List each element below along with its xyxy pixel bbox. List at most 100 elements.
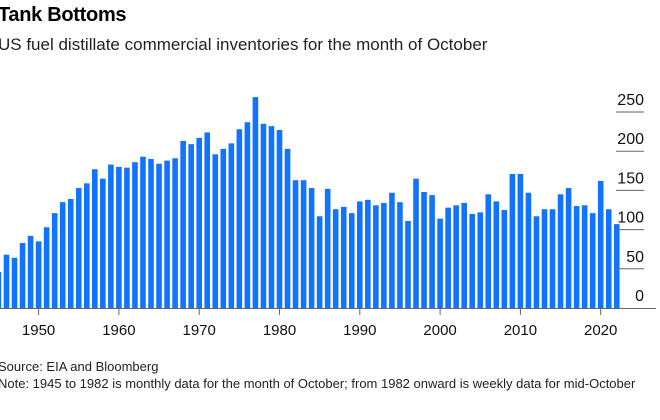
- bar-2016: [565, 188, 572, 308]
- bar-1946: [3, 254, 10, 308]
- bar-1981: [284, 148, 291, 308]
- x-tick-label-1960: 1960: [102, 322, 135, 339]
- bar-1972: [212, 154, 219, 308]
- bar-1971: [204, 132, 211, 308]
- bar-1988: [340, 206, 347, 308]
- x-tick-label-2010: 2010: [504, 322, 537, 339]
- bar-1975: [236, 129, 243, 308]
- bar-2022: [613, 224, 620, 308]
- bar-1992: [373, 205, 379, 308]
- chart-subtitle: US fuel distillate commercial inventorie…: [0, 35, 488, 54]
- bar-2006: [485, 194, 492, 308]
- bar-2001: [445, 207, 451, 308]
- bar-1998: [421, 191, 427, 308]
- bar-2010: [517, 173, 524, 308]
- bar-1948: [19, 242, 26, 308]
- x-tick-label-2020: 2020: [584, 322, 617, 339]
- bar-1985: [316, 216, 323, 308]
- bar-1953: [59, 202, 66, 308]
- bar-1952: [51, 213, 58, 308]
- source-note: Source: EIA and Bloomberg: [0, 359, 159, 374]
- bar-1999: [429, 195, 435, 308]
- bar-1997: [413, 178, 419, 308]
- bar-1960: [116, 166, 122, 308]
- y-tick-label-0: 0: [635, 288, 644, 305]
- bar-1989: [348, 213, 355, 308]
- chart-footer: Source: EIA and Bloomberg Note: 1945 to …: [0, 359, 660, 392]
- y-tick-label-200: 200: [617, 131, 644, 148]
- bar-2009: [509, 173, 516, 308]
- bar-1973: [220, 148, 227, 308]
- bar-chart: 0 50 100 150 200 250 1950 1960 1970 1980 1990 2000…: [0, 92, 656, 339]
- bar-1962: [132, 162, 138, 308]
- bar-2019: [589, 213, 596, 308]
- bar-1961: [124, 167, 130, 308]
- chart-title: Tank Bottoms: [0, 4, 127, 26]
- bar-1980: [276, 130, 283, 308]
- bar-1991: [365, 199, 371, 308]
- bar-1957: [92, 169, 98, 308]
- y-tick-label-150: 150: [617, 170, 644, 187]
- bar-1979: [268, 126, 275, 308]
- y-tick-label-250: 250: [617, 92, 644, 109]
- bar-2011: [525, 192, 532, 308]
- x-tick-label-1990: 1990: [343, 322, 376, 339]
- bar-1951: [43, 227, 50, 308]
- bar-1993: [381, 202, 387, 308]
- bar-2013: [541, 209, 548, 308]
- bar-2008: [501, 210, 508, 308]
- bar-1954: [67, 199, 74, 308]
- x-axis: 1950 1960 1970 1980 1990 2000 2010 2020: [0, 308, 656, 339]
- bar-2017: [573, 206, 580, 308]
- bar-1995: [397, 202, 403, 308]
- bar-1996: [405, 220, 411, 308]
- bar-2004: [469, 213, 476, 308]
- bar-2021: [605, 209, 612, 308]
- bar-1969: [188, 144, 194, 308]
- bars-group: [0, 97, 620, 308]
- data-note: Note: 1945 to 1982 is monthly data for t…: [0, 375, 636, 391]
- bar-1959: [108, 164, 114, 308]
- y-axis: 0 50 100 150 200 250: [616, 92, 644, 305]
- bar-1955: [75, 188, 82, 308]
- bar-1982: [292, 180, 299, 308]
- x-tick-label-1970: 1970: [183, 322, 216, 339]
- bar-1986: [324, 188, 331, 308]
- x-tick-label-1980: 1980: [263, 322, 296, 339]
- bar-2012: [533, 216, 540, 308]
- bar-1976: [244, 122, 251, 308]
- bar-1964: [148, 159, 154, 308]
- y-tick-label-100: 100: [617, 210, 644, 227]
- y-tick-label-50: 50: [626, 249, 644, 266]
- bar-1967: [172, 158, 178, 308]
- bar-2014: [549, 209, 556, 308]
- bar-1978: [260, 123, 267, 308]
- bar-1977: [252, 97, 259, 308]
- bar-1987: [332, 209, 339, 308]
- bar-1990: [357, 201, 363, 308]
- bar-1965: [156, 163, 162, 308]
- bar-1947: [11, 257, 18, 308]
- bar-1994: [389, 192, 395, 308]
- bar-1963: [140, 156, 146, 308]
- bar-1968: [180, 141, 186, 308]
- x-tick-label-2000: 2000: [423, 322, 456, 339]
- bar-2007: [493, 201, 500, 308]
- bar-1983: [300, 180, 307, 308]
- bar-1956: [83, 183, 90, 308]
- bar-1958: [100, 178, 106, 308]
- bar-2015: [557, 194, 564, 308]
- bar-2003: [461, 202, 467, 308]
- bar-1974: [228, 143, 235, 308]
- bar-1950: [35, 241, 42, 308]
- bar-2002: [453, 205, 459, 308]
- bar-1984: [308, 188, 315, 308]
- bar-2005: [477, 212, 484, 308]
- bar-2020: [597, 180, 604, 308]
- bar-1966: [164, 160, 170, 308]
- bar-1970: [196, 137, 202, 308]
- bar-1945: [0, 271, 2, 308]
- bar-2018: [581, 205, 588, 308]
- x-tick-label-1950: 1950: [22, 322, 55, 339]
- bar-1949: [27, 235, 34, 308]
